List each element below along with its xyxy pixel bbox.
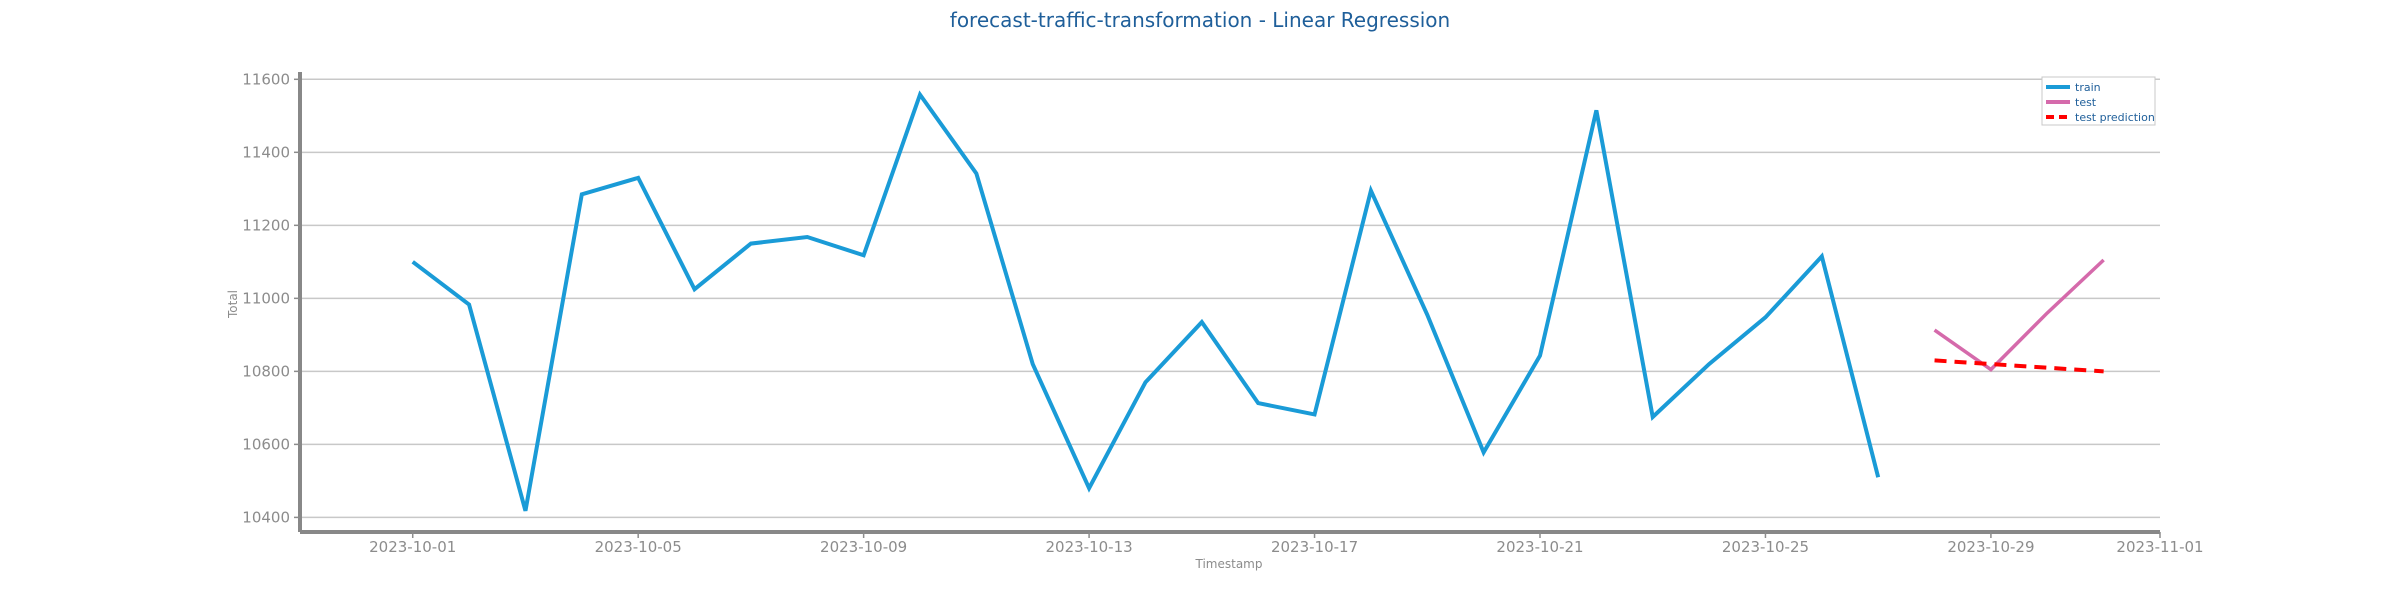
y-axis-label: Total (226, 290, 240, 319)
legend: train test test prediction (2041, 76, 2156, 126)
y-tick-label: 11600 (242, 70, 290, 88)
x-tick-label: 2023-10-13 (1045, 538, 1132, 556)
chart-title: forecast-traffic-transformation - Linear… (950, 8, 1450, 32)
series-line-train (411, 90, 1881, 512)
axes (298, 72, 2160, 534)
grid-lines (300, 78, 2160, 519)
x-tick-label: 2023-10-01 (369, 538, 456, 556)
y-tick-label: 11000 (242, 289, 290, 307)
legend-label-test: test (2075, 96, 2097, 109)
y-tick-label: 10600 (242, 435, 290, 453)
y-tick-label: 11200 (242, 216, 290, 234)
y-tick-label: 11400 (242, 143, 290, 161)
y-tick-label: 10800 (242, 362, 290, 380)
x-tick-label: 2023-10-17 (1271, 538, 1358, 556)
y-tick-label: 10400 (242, 508, 290, 526)
legend-label-test-prediction: test prediction (2075, 111, 2155, 124)
x-axis-label: Timestamp (1195, 557, 1263, 571)
x-tick-label: 2023-10-05 (595, 538, 682, 556)
series-line-test-prediction (1934, 358, 2104, 374)
x-tick-label: 2023-10-09 (820, 538, 907, 556)
x-ticks: 2023-10-01 2023-10-05 2023-10-09 2023-10-13… (369, 532, 2204, 556)
legend-label-train: train (2075, 81, 2101, 94)
x-tick-label: 2023-10-25 (1722, 538, 1809, 556)
x-tick-label: 2023-10-29 (1947, 538, 2034, 556)
series-line-test (1933, 258, 2105, 372)
x-tick-label: 2023-10-21 (1496, 538, 1583, 556)
x-tick-label: 2023-11-01 (2116, 538, 2203, 556)
series-layer (411, 90, 2105, 512)
y-ticks: 10400 10600 10800 11000 11200 11400 11600 (242, 70, 300, 526)
